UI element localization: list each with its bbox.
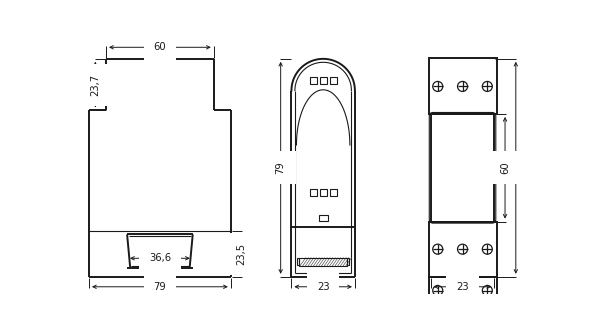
Text: 23: 23	[317, 282, 329, 292]
Text: 60: 60	[153, 42, 166, 52]
Bar	[320, 189, 327, 196]
Bar	[297, 258, 299, 265]
Bar	[299, 257, 347, 266]
Text: 23,5: 23,5	[237, 243, 247, 265]
Bar	[330, 77, 337, 83]
Text: 79: 79	[153, 282, 166, 292]
Text: 36,6: 36,6	[149, 253, 171, 263]
Bar	[319, 215, 328, 221]
Bar	[428, 277, 497, 304]
Text: 23: 23	[456, 282, 469, 292]
Text: 23,7: 23,7	[90, 74, 100, 96]
Text: 79: 79	[511, 161, 521, 174]
Bar	[428, 221, 497, 277]
Bar	[347, 258, 349, 265]
Text: 60: 60	[500, 161, 510, 174]
Bar	[310, 77, 317, 83]
Bar	[330, 189, 337, 196]
Bar	[431, 114, 494, 221]
Text: 79: 79	[276, 161, 286, 174]
Bar	[310, 189, 317, 196]
Bar	[320, 77, 327, 83]
Bar	[428, 58, 497, 114]
